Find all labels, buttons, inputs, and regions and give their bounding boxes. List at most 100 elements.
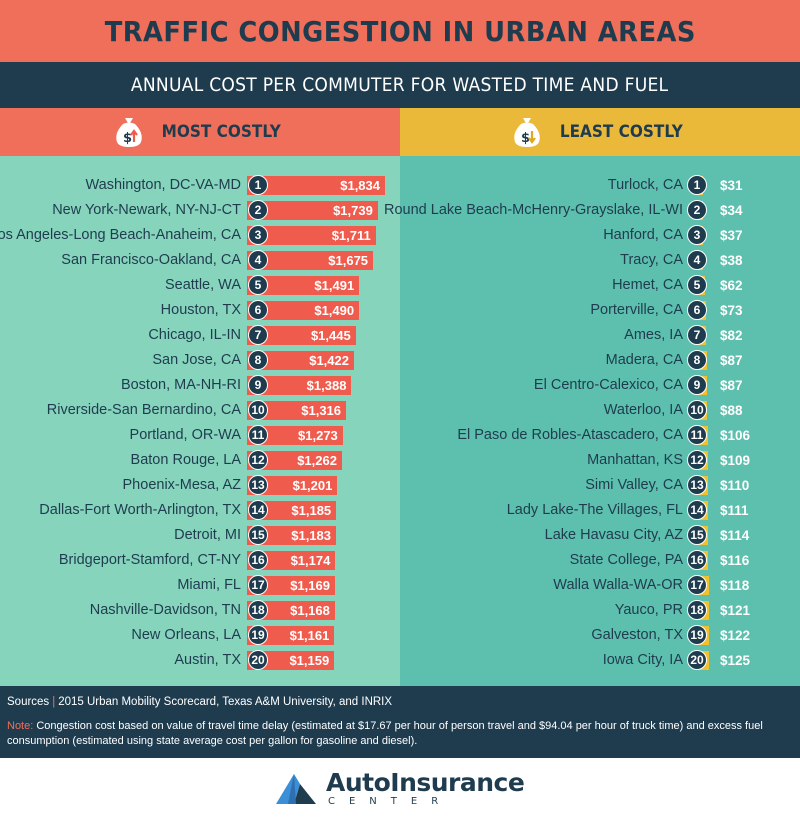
bar-category-label: Phoenix-Mesa, AZ (122, 477, 241, 493)
bar-row: San Francisco-Oakland, CA $1,675 4 (0, 249, 400, 271)
rank-badge: 14 (248, 500, 268, 520)
rank-badge: 17 (248, 575, 268, 595)
least-costly-title: LEAST COSTLY (559, 122, 683, 142)
bar-value-label: $111 (720, 502, 749, 518)
bar-value-label: $1,273 (298, 427, 338, 443)
bar-category-label: Ames, IA (624, 327, 683, 343)
rank-badge: 6 (248, 300, 268, 320)
note-label: Note: (7, 720, 34, 732)
bar-row: El Centro-Calexico, CA 9 $87 (400, 374, 800, 396)
bar-value-label: $1,159 (289, 652, 330, 668)
bar-value-label: $1,169 (290, 577, 330, 593)
rank-badge: 16 (248, 550, 268, 570)
bar-value-label: $106 (720, 427, 751, 443)
bar-category-label: Round Lake Beach-McHenry-Grayslake, IL-W… (384, 202, 683, 218)
bar-row: Phoenix-Mesa, AZ $1,201 13 (0, 474, 400, 496)
bar-row: Waterloo, IA 10 $88 (400, 399, 800, 421)
bar: $1,739 (247, 200, 378, 220)
bar-value-label: $1,201 (292, 477, 333, 493)
least-costly-header: $ LEAST COSTLY (400, 108, 800, 156)
rank-badge: 12 (248, 450, 268, 470)
bar-value-label: $1,739 (333, 202, 373, 218)
bar: $1,445 (247, 325, 356, 345)
rank-badge: 3 (248, 225, 268, 245)
bar-value-label: $87 (720, 352, 743, 368)
bar-value-label: $121 (720, 602, 751, 618)
bar-value-label: $116 (720, 552, 750, 568)
bar-category-label: Riverside-San Bernardino, CA (46, 402, 241, 418)
sources-text: 2015 Urban Mobility Scorecard, Texas A&M… (58, 696, 393, 708)
bar-category-label: Dallas-Fort Worth-Arlington, TX (39, 502, 241, 518)
bar-value-label: $1,491 (314, 277, 355, 293)
svg-text:$: $ (521, 131, 530, 146)
bar-row: Chicago, IL-IN $1,445 7 (0, 324, 400, 346)
bar-row: Iowa City, IA 20 $125 (400, 649, 800, 671)
bar-category-label: Miami, FL (177, 577, 241, 593)
bar-value-label: $1,422 (309, 352, 349, 368)
bar: $1,183 (247, 525, 336, 545)
bar-category-label: Austin, TX (174, 652, 241, 668)
rank-badge: 18 (248, 600, 268, 620)
bar-row: Galveston, TX 19 $122 (400, 624, 800, 646)
rank-badge: 13 (687, 475, 707, 495)
bar-row: San Jose, CA $1,422 8 (0, 349, 400, 371)
bar-row: Porterville, CA 6 $73 (400, 299, 800, 321)
bar-category-label: Hemet, CA (612, 277, 683, 293)
rank-badge: 5 (687, 275, 707, 295)
logo: AutoInsurance CENTER (274, 768, 525, 808)
bar: $1,159 (247, 650, 335, 670)
bar-value-label: $1,168 (290, 602, 330, 618)
bar: $1,273 (247, 425, 343, 445)
bar-row: Lake Havasu City, AZ 15 $114 (400, 524, 800, 546)
bar-category-label: Lake Havasu City, AZ (544, 527, 683, 543)
bar-value-label: $1,183 (291, 527, 331, 543)
rank-badge: 15 (248, 525, 268, 545)
bar-value-label: $118 (720, 577, 750, 593)
least-costly-chart: Turlock, CA 1 $31 Round Lake Beach-McHenry-… (384, 156, 800, 686)
bar-value-label: $1,711 (331, 227, 371, 243)
bar-row: Washington, DC-VA-MD $1,834 1 (0, 174, 400, 196)
bar-value-label: $109 (720, 452, 751, 468)
bar-row: Turlock, CA 1 $31 (400, 174, 800, 196)
money-bag-down-arrow-icon: $ (513, 118, 540, 147)
bar-category-label: Walla Walla-WA-OR (553, 577, 683, 593)
rank-badge: 11 (687, 425, 707, 445)
bar-row: Boston, MA-NH-RI $1,388 9 (0, 374, 400, 396)
bar-row: Yauco, PR 18 $121 (400, 599, 800, 621)
bar-category-label: Nashville-Davidson, TN (89, 602, 241, 618)
rank-badge: 18 (687, 600, 707, 620)
rank-badge: 4 (248, 250, 268, 270)
rank-badge: 19 (248, 625, 268, 645)
bar: $1,169 (247, 575, 335, 595)
rank-badge: 5 (248, 275, 268, 295)
rank-badge: 4 (687, 250, 707, 270)
bar-row: Detroit, MI $1,183 15 (0, 524, 400, 546)
bar-row: Manhattan, KS 12 $109 (400, 449, 800, 471)
bar-category-label: Houston, TX (160, 302, 241, 318)
bar-value-label: $1,174 (290, 552, 331, 568)
bar-category-label: Simi Valley, CA (585, 477, 683, 493)
bar-row: Madera, CA 8 $87 (400, 349, 800, 371)
rank-badge: 9 (248, 375, 268, 395)
most-costly-header: $ MOST COSTLY (0, 108, 400, 156)
bar-row: Walla Walla-WA-OR 17 $118 (400, 574, 800, 596)
bar-category-label: Baton Rouge, LA (130, 452, 241, 468)
bar-category-label: Yauco, PR (614, 602, 683, 618)
bar-category-label: Seattle, WA (164, 277, 241, 293)
rank-badge: 20 (687, 650, 707, 670)
rank-badge: 12 (687, 450, 707, 470)
title-banner: TRAFFIC CONGESTION IN URBAN AREAS (0, 0, 800, 62)
bar-category-label: El Paso de Robles-Atascadero, CA (457, 427, 683, 443)
bar-category-label: New Orleans, LA (131, 627, 241, 643)
bar: $1,161 (247, 625, 335, 645)
bar-value-label: $114 (720, 527, 750, 543)
rank-badge: 16 (687, 550, 707, 570)
logo-text-top: AutoInsurance (326, 768, 525, 797)
bar-row: Austin, TX $1,159 20 (0, 649, 400, 671)
bar-row: Houston, TX $1,490 6 (0, 299, 400, 321)
bar-row: Lady Lake-The Villages, FL 14 $111 (400, 499, 800, 521)
mountain-logo-icon (276, 774, 316, 804)
bar-value-label: $1,388 (306, 377, 347, 393)
bar-category-label: Manhattan, KS (587, 452, 683, 468)
